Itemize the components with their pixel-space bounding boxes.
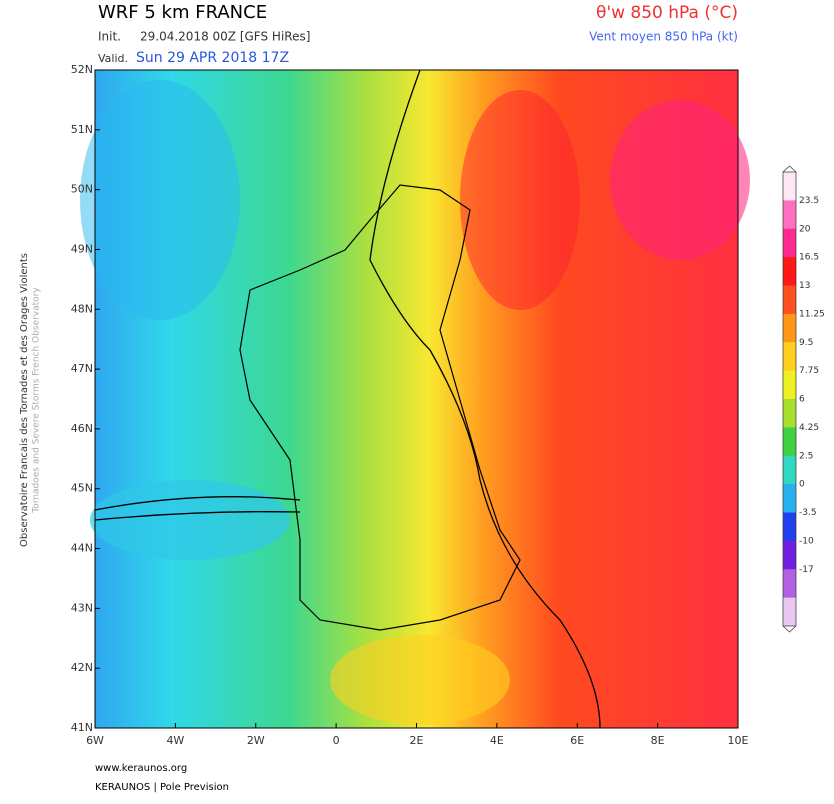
footer: KERAUNOS | Pole Prevision — [95, 782, 229, 793]
colorbar: 23.5 20 16.5 13 11.25 9.5 7.75 6 4.25 2.5 0 -3.5 -10… — [782, 165, 825, 633]
colorbar-swatch — [783, 427, 796, 457]
colorbar-label: 13 — [799, 281, 810, 291]
colorbar-swatch — [783, 597, 796, 627]
colorbar-swatch — [783, 313, 796, 343]
colorbar-frame — [782, 171, 797, 627]
lat-label: 42N — [71, 661, 93, 674]
side-text: Tornadoes and Severe Storms French Obser… — [32, 287, 42, 514]
lat-label: 49N — [71, 242, 93, 255]
colorbar-swatch — [783, 172, 796, 201]
colorbar-label: 4.25 — [799, 423, 819, 433]
contour — [94, 496, 301, 521]
lat-label: 44N — [71, 542, 93, 555]
colorbar-swatch — [783, 455, 796, 485]
lon-label: 10E — [728, 734, 749, 747]
lat-label: 48N — [71, 302, 93, 315]
lon-label: 4E — [490, 734, 504, 747]
lat-label: 52N — [71, 63, 93, 76]
colorbar-label: -17 — [799, 565, 814, 575]
contour — [369, 69, 601, 729]
init-label: Init. — [98, 30, 121, 44]
colorbar-label: -10 — [799, 536, 814, 546]
colorbar-swatch — [783, 200, 796, 230]
colorbar-swatch — [783, 484, 796, 513]
colorbar-label: 2.5 — [799, 451, 813, 461]
colorbar-cap — [782, 165, 797, 633]
lat-label: 51N — [71, 123, 93, 136]
valid-label: Valid. — [98, 52, 128, 65]
parameter: θ'w 850 hPa (°C) — [596, 3, 738, 23]
colorbar-label: 0 — [799, 480, 805, 490]
lat-label: 47N — [71, 362, 93, 375]
lat-label: 46N — [71, 422, 93, 435]
lon-label: 6E — [570, 734, 584, 747]
colorbar-swatch — [783, 228, 796, 258]
colorbar-swatch — [783, 370, 796, 400]
coastline — [239, 184, 521, 631]
lon-label: 2W — [247, 734, 265, 747]
lon-label: 0 — [333, 734, 340, 747]
init-time: 29.04.2018 00Z [GFS HiRes] — [140, 30, 310, 44]
map — [80, 69, 750, 729]
wind-parameter: Vent moyen 850 hPa (kt) — [589, 30, 738, 44]
field-patch — [460, 90, 580, 310]
colorbar-swatch — [783, 399, 796, 428]
colorbar-swatch — [783, 569, 796, 599]
colorbar-label: 20 — [799, 224, 811, 234]
lat-label: 50N — [71, 183, 93, 196]
colorbar-swatch — [783, 285, 796, 315]
colorbar-swatch — [783, 342, 796, 372]
valid-time: Sun 29 APR 2018 17Z — [136, 50, 289, 66]
title: WRF 5 km FRANCE — [98, 2, 267, 23]
colorbar-swatch — [783, 257, 796, 286]
lon-label: 2E — [410, 734, 424, 747]
field-patch — [90, 480, 290, 560]
lat-label: 43N — [71, 601, 93, 614]
colorbar-label: 6 — [799, 395, 805, 405]
colorbar-label: 16.5 — [799, 253, 819, 263]
field-patch — [610, 100, 750, 260]
lon-label: 4W — [166, 734, 184, 747]
colorbar-label: 11.25 — [799, 309, 825, 319]
colorbar-swatch — [783, 512, 796, 542]
side-text: Observatoire Francais des Tornades et de… — [19, 253, 30, 547]
colorbar-label: -3.5 — [799, 508, 817, 518]
field-patch — [330, 635, 510, 725]
lon-label: 8E — [651, 734, 665, 747]
lat-label: 41N — [71, 721, 93, 734]
field-patch — [80, 80, 240, 320]
footer: www.keraunos.org — [95, 763, 187, 774]
lon-label: 6W — [86, 734, 104, 747]
colorbar-label: 7.75 — [799, 366, 819, 376]
colorbar-swatch — [783, 540, 796, 570]
colorbar-label: 23.5 — [799, 196, 819, 206]
colorbar-label: 9.5 — [799, 338, 813, 348]
lat-label: 45N — [71, 482, 93, 495]
